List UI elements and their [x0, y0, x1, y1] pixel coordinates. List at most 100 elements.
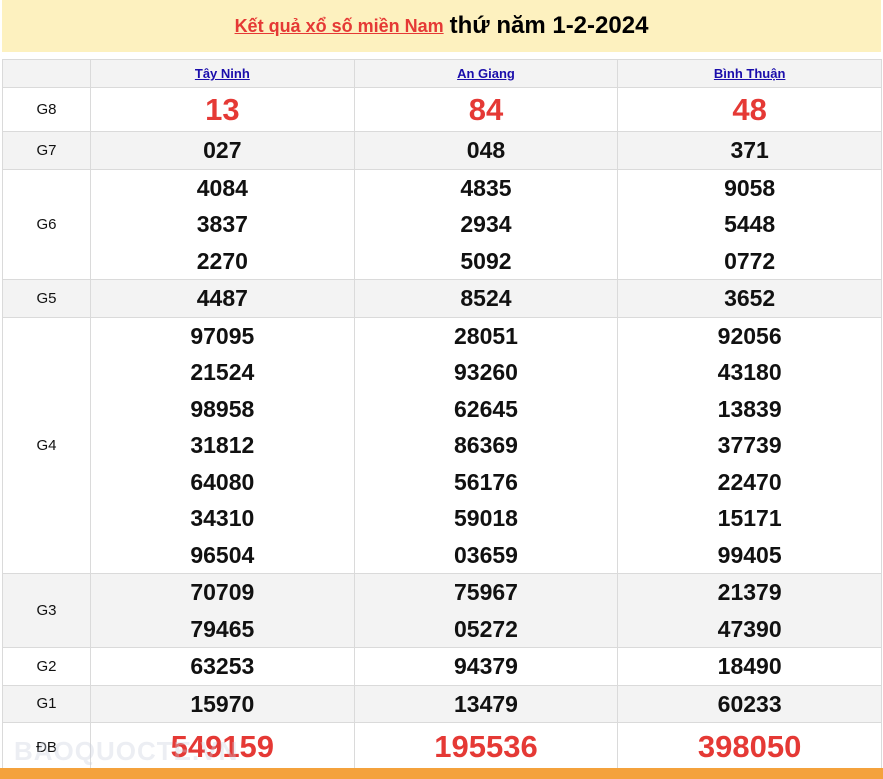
province-link[interactable]: An Giang [457, 66, 515, 81]
results-title: Kết quả xổ số miền Nam thứ năm 1-2-2024 [2, 0, 881, 52]
prize-label: G6 [2, 168, 91, 280]
prize-cell: 84 [353, 87, 619, 132]
prize-cell: 4835 2934 5092 [353, 168, 619, 280]
prize-number: 60233 [717, 690, 782, 717]
province-link[interactable]: Bình Thuận [713, 66, 786, 81]
prize-number: 98958 [190, 395, 255, 422]
prize-cell: 92056 43180 13839 37739 22470 15171 99405 [617, 316, 882, 574]
province-link[interactable]: Tây Ninh [194, 66, 250, 81]
prize-cell: 94379 [353, 647, 619, 686]
prize-number: 21524 [190, 359, 255, 385]
prize-number: 8524 [460, 285, 512, 311]
prize-number: 97095 [190, 322, 255, 349]
prize-number: 398050 [697, 729, 802, 764]
empty-header-cell [2, 59, 91, 88]
prize-number: 21379 [717, 579, 782, 605]
prize-number: 371 [730, 137, 769, 163]
prize-cell: 3652 [617, 279, 882, 318]
prize-cell: 4084 3837 2270 [90, 168, 355, 280]
prize-number: 4835 [460, 174, 512, 201]
prize-cell: 15970 [90, 684, 355, 723]
prize-number: 4487 [196, 285, 248, 311]
prize-label: G2 [2, 647, 91, 686]
prize-label: ĐB [2, 722, 91, 772]
prize-cell: 9058 5448 0772 [617, 168, 882, 280]
prize-row-4: G4 97095 21524 98958 31812 64080 34310 96504 280… [2, 316, 882, 574]
prize-number: 93260 [454, 359, 518, 385]
prize-number: 84 [468, 92, 504, 127]
prize-number: 0772 [724, 247, 776, 274]
prize-number: 48 [732, 92, 767, 127]
prize-number: 59018 [454, 505, 518, 531]
prize-row-0: G8 13 84 48 [2, 87, 882, 132]
prize-row-6: G2 63253 94379 18490 [2, 647, 882, 686]
province-header-row: Tây Ninh An Giang Bình Thuận [2, 59, 882, 88]
prize-label: G7 [2, 131, 91, 170]
prize-row-3: G5 4487 8524 3652 [2, 279, 882, 318]
prize-number: 3837 [196, 211, 248, 237]
prize-number: 195536 [434, 729, 538, 764]
draw-date: thứ năm 1-2-2024 [449, 12, 649, 39]
prize-cell: 28051 93260 62645 86369 56176 59018 03659 [353, 316, 619, 574]
prize-number: 92056 [717, 322, 782, 349]
prize-cell: 8524 [353, 279, 619, 318]
prize-number: 15171 [717, 505, 782, 531]
prize-number: 28051 [454, 322, 518, 349]
prize-number: 96504 [190, 541, 255, 568]
prize-number: 37739 [717, 432, 782, 458]
prize-number: 4084 [196, 174, 248, 201]
prize-row-5: G3 70709 79465 75967 05272 21379 47390 [2, 573, 882, 648]
prize-number: 70709 [190, 579, 255, 605]
prize-number: 13839 [717, 395, 782, 422]
prize-cell: 75967 05272 [353, 573, 619, 648]
prize-number: 13 [205, 92, 240, 127]
prize-number: 2270 [196, 247, 248, 274]
prize-number: 13479 [454, 690, 518, 717]
results-table: Tây Ninh An Giang Bình Thuận G8 13 84 48 G7 0… [2, 59, 882, 772]
prize-label: G5 [2, 279, 91, 318]
prize-number: 2934 [460, 211, 512, 237]
prize-number: 5448 [724, 211, 776, 237]
prize-number: 5092 [460, 247, 512, 274]
prize-number: 05272 [454, 615, 518, 642]
results-link[interactable]: Kết quả xổ số miền Nam [234, 15, 444, 36]
prize-number: 99405 [717, 541, 782, 568]
prize-number: 56176 [454, 468, 518, 495]
prize-cell: 13479 [353, 684, 619, 723]
prize-number: 027 [203, 137, 242, 163]
prize-cell: 398050 [617, 722, 882, 772]
prize-row-1: G7 027 048 371 [2, 131, 882, 170]
prize-number: 549159 [170, 729, 275, 764]
prize-number: 43180 [717, 359, 782, 385]
prize-cell: 549159 [90, 722, 355, 772]
prize-number: 63253 [190, 653, 255, 679]
prize-number: 18490 [717, 653, 782, 679]
prize-label: G1 [2, 684, 91, 723]
prize-number: 048 [466, 137, 506, 163]
prize-number: 3652 [724, 285, 776, 311]
prize-cell: 048 [353, 131, 619, 170]
prize-number: 47390 [717, 615, 782, 642]
prize-number: 62645 [454, 395, 518, 422]
prize-cell: 13 [90, 87, 355, 132]
prize-label: G4 [2, 316, 91, 574]
prize-number: 64080 [190, 468, 255, 495]
prize-cell: 63253 [90, 647, 355, 686]
prize-number: 15970 [190, 690, 255, 717]
prize-cell: 48 [617, 87, 882, 132]
prize-number: 31812 [190, 432, 255, 458]
prize-number: 75967 [454, 579, 518, 605]
prize-row-2: G6 4084 3837 2270 4835 2934 5092 9058 5448 0772 [2, 168, 882, 280]
prize-cell: 70709 79465 [90, 573, 355, 648]
prize-number: 9058 [724, 174, 776, 201]
prize-label: G3 [2, 573, 91, 648]
prize-number: 79465 [190, 615, 255, 642]
prize-cell: 97095 21524 98958 31812 64080 34310 96504 [90, 316, 355, 574]
prize-number: 34310 [190, 505, 255, 531]
prize-label: G8 [2, 87, 91, 132]
prize-cell: 027 [90, 131, 355, 170]
prize-cell: 195536 [353, 722, 619, 772]
prize-number: 94379 [454, 653, 518, 679]
prize-cell: 18490 [617, 647, 882, 686]
prize-cell: 60233 [617, 684, 882, 723]
